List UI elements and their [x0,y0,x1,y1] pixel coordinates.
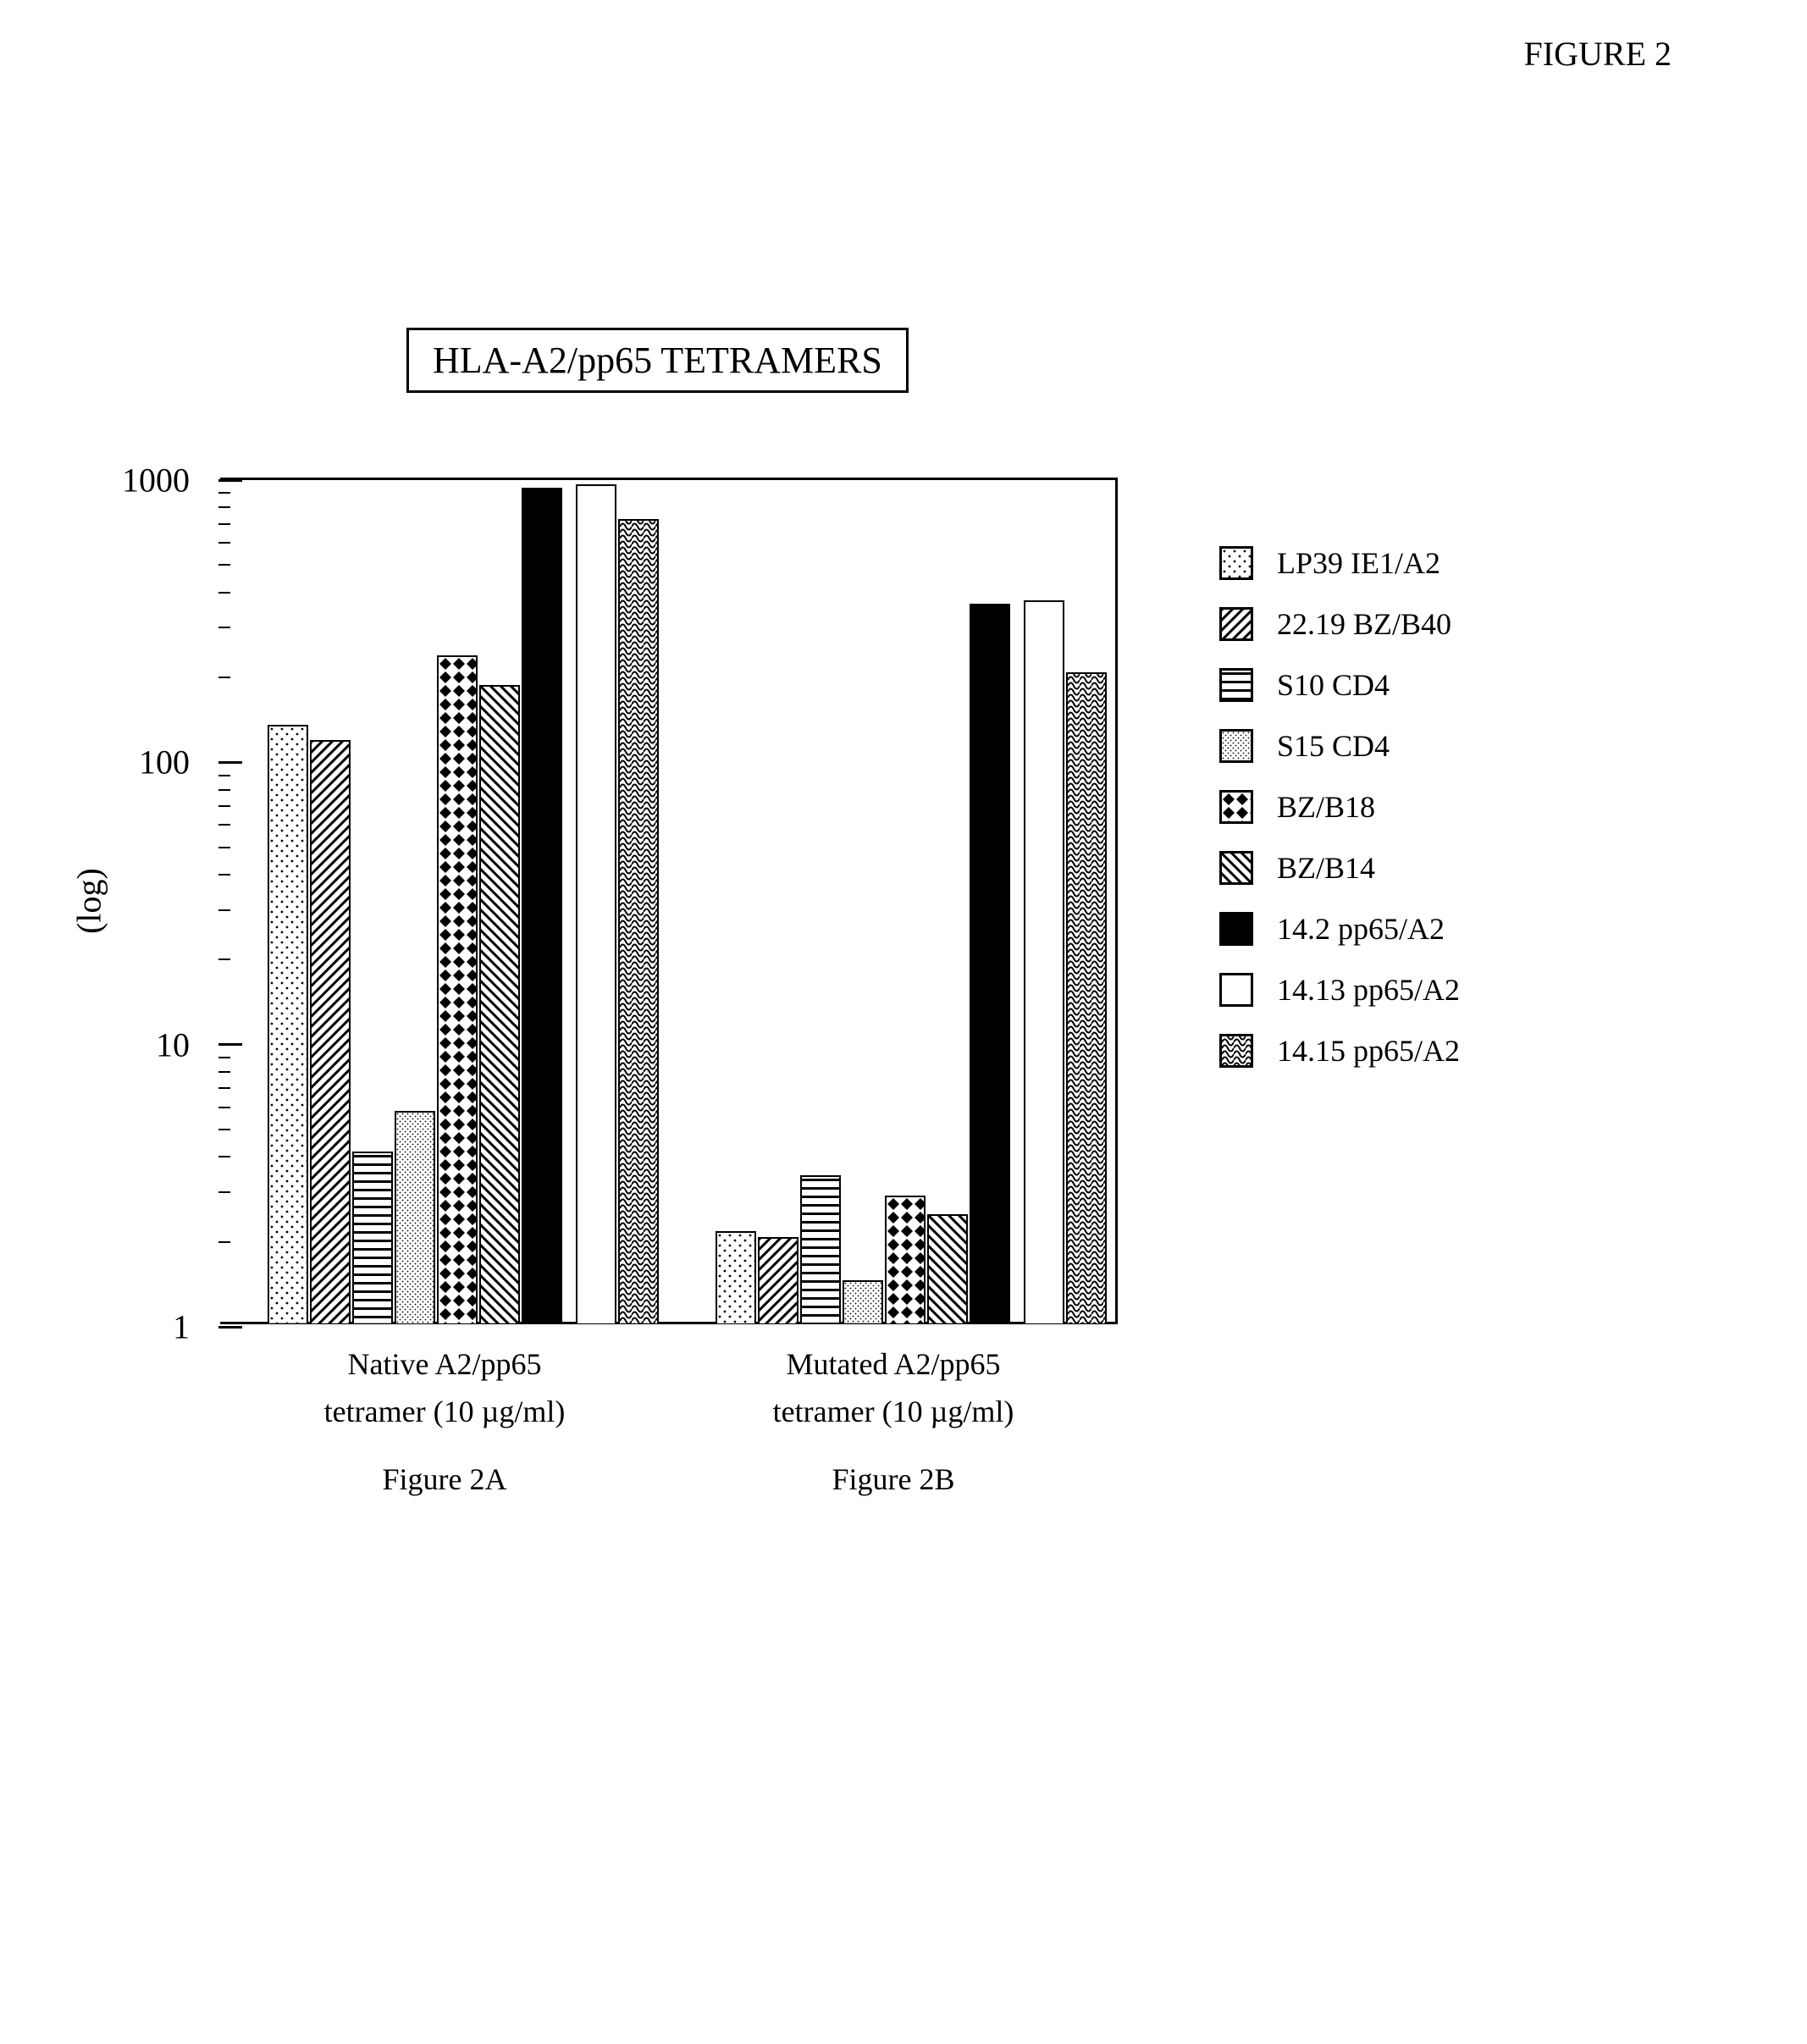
bar [268,725,308,1322]
y-tick-label: 10 [156,1025,190,1064]
legend-swatch [1219,851,1253,885]
x-label: Native A2/pp65tetramer (10 µg/ml) [220,1341,669,1436]
legend-label: BZ/B18 [1277,789,1375,825]
legend-label: BZ/B14 [1277,850,1375,886]
x-labels: Native A2/pp65tetramer (10 µg/ml)Mutated… [220,1341,1118,1436]
legend-item: 14.2 pp65/A2 [1219,911,1460,947]
figure-label: FIGURE 2 [34,34,1672,74]
legend-item: BZ/B18 [1219,789,1460,825]
legend-label: 14.13 pp65/A2 [1277,972,1460,1008]
bar [352,1152,393,1322]
bar [970,604,1010,1322]
bar [800,1175,841,1322]
legend-item: BZ/B14 [1219,850,1460,886]
legend-swatch [1219,729,1253,763]
bars [268,484,660,1322]
y-tick-label: 100 [139,743,190,782]
y-tick-major [218,1326,242,1329]
bar [885,1196,926,1322]
legend-item: 14.13 pp65/A2 [1219,972,1460,1008]
legend-swatch [1219,546,1253,580]
bar [927,1214,968,1322]
legend-swatch [1219,607,1253,641]
bar [522,488,562,1322]
legend-label: 14.15 pp65/A2 [1277,1033,1460,1069]
bar [758,1237,799,1322]
legend-item: S10 CD4 [1219,667,1460,703]
legend-label: LP39 IE1/A2 [1277,545,1440,581]
bar [437,655,478,1322]
bar [1066,672,1107,1322]
legend-label: 22.19 BZ/B40 [1277,606,1451,642]
bar [395,1111,435,1322]
legend-item: LP39 IE1/A2 [1219,545,1460,581]
y-tick-label: 1000 [122,461,190,500]
chart-title: HLA-A2/pp65 TETRAMERS [406,328,909,393]
legend-swatch [1219,1034,1253,1068]
legend: LP39 IE1/A2 22.19 BZ/B40 S10 CD4 S15 CD4 BZ/… [1219,545,1460,1094]
bar-group [668,475,1116,1322]
legend-label: S15 CD4 [1277,728,1390,764]
legend-swatch [1219,973,1253,1007]
bar [310,740,351,1322]
bar [479,685,520,1322]
bar [843,1280,883,1322]
chart-layout: (log) 1101001000 Native A2/pp65tetramer … [34,478,1773,1497]
legend-item: 14.15 pp65/A2 [1219,1033,1460,1069]
y-tick-label: 1 [173,1307,190,1347]
sub-figure-caption: Figure 2B [669,1461,1118,1497]
legend-item: 22.19 BZ/B40 [1219,606,1460,642]
legend-label: 14.2 pp65/A2 [1277,911,1445,947]
bar-groups [220,475,1115,1322]
legend-item: S15 CD4 [1219,728,1460,764]
sub-figure-caption: Figure 2A [220,1461,669,1497]
bar [1024,600,1064,1322]
bar [618,519,659,1322]
legend-swatch [1219,912,1253,946]
y-axis-label: (log) [69,868,109,934]
bar [576,484,616,1322]
bars [716,600,1108,1322]
x-label: Mutated A2/pp65tetramer (10 µg/ml) [669,1341,1118,1436]
plot-area: (log) 1101001000 [220,478,1118,1324]
sub-captions: Figure 2AFigure 2B [220,1461,1118,1497]
bar [716,1231,756,1322]
legend-swatch [1219,668,1253,702]
chart-wrap: (log) 1101001000 Native A2/pp65tetramer … [220,478,1118,1497]
legend-swatch [1219,790,1253,824]
legend-label: S10 CD4 [1277,667,1390,703]
bar-group [220,475,668,1322]
